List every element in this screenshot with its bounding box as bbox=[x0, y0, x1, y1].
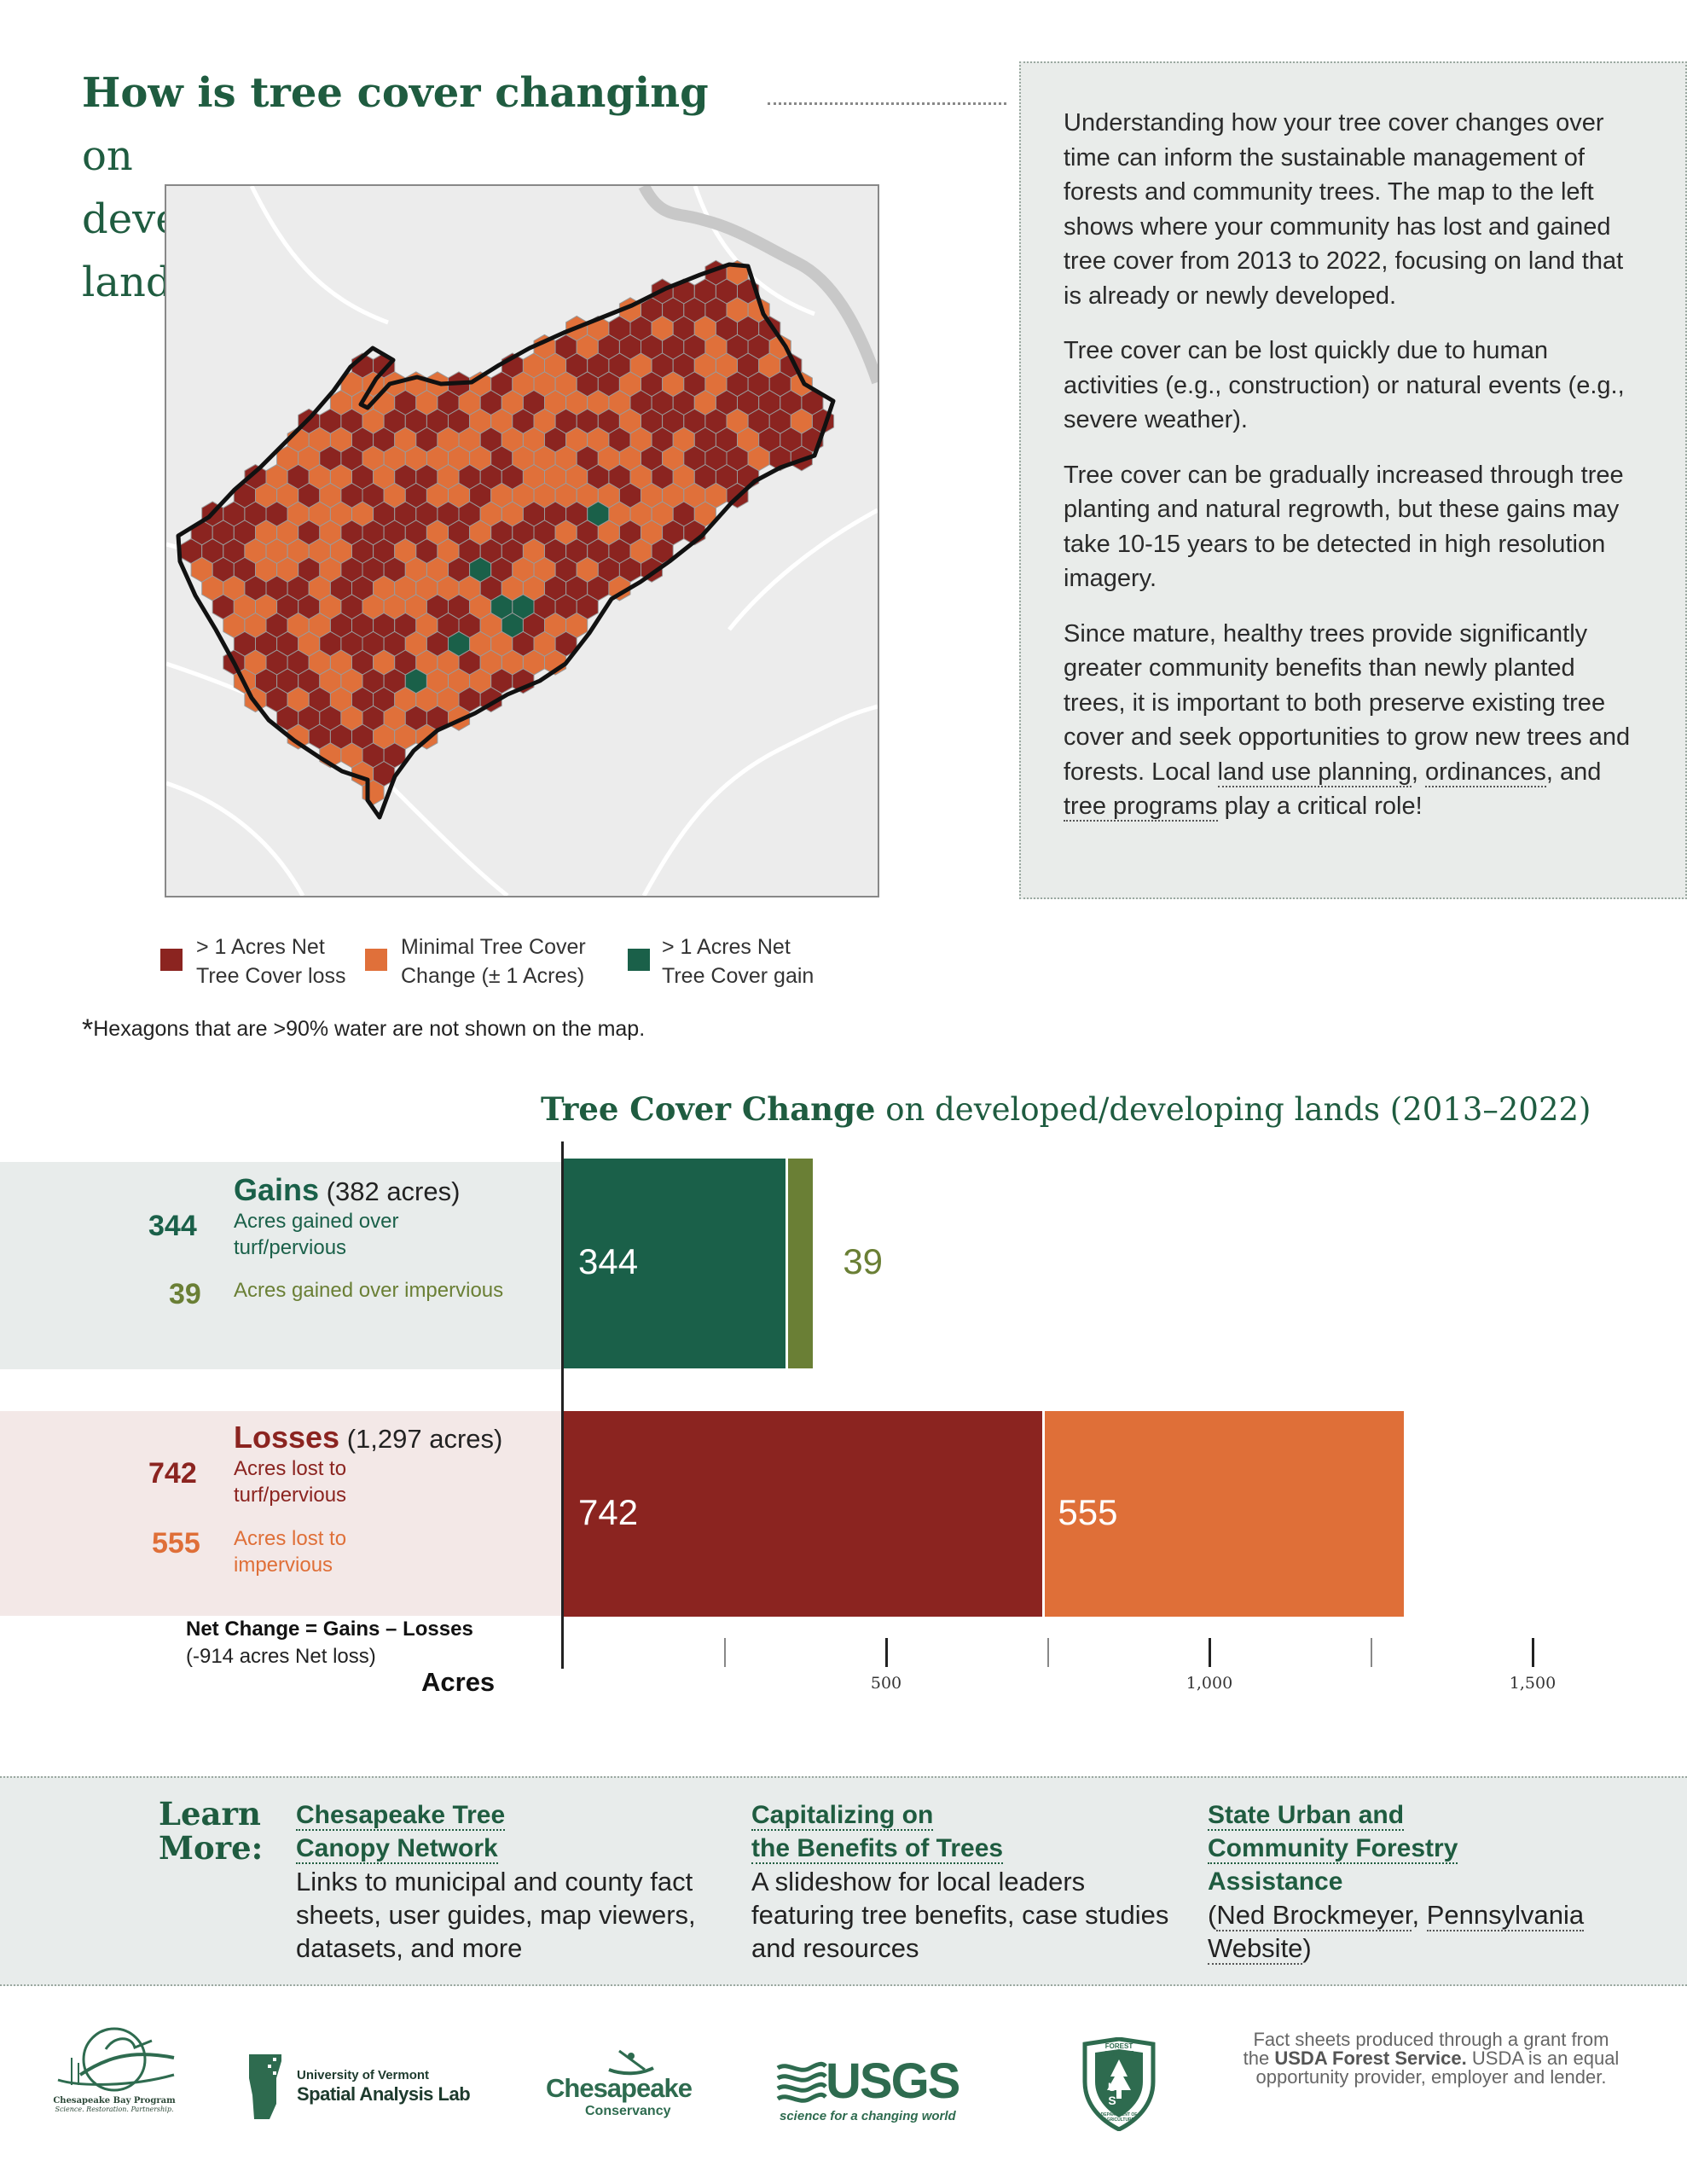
title-leader-line bbox=[768, 102, 1006, 105]
usgs-wave-icon bbox=[776, 2061, 827, 2103]
tree-canopy-network-link[interactable]: Chesapeake Tree Canopy Network bbox=[296, 1801, 506, 1864]
gains-heading: Gains (382 acres) bbox=[234, 1172, 461, 1207]
pennsylvania-link[interactable]: Pennsylvania bbox=[1426, 1900, 1585, 1931]
gains-desc-2: Acres gained over impervious bbox=[234, 1279, 504, 1302]
vermont-state-icon bbox=[249, 2054, 281, 2119]
website-link[interactable]: Website bbox=[1208, 1933, 1303, 1965]
uvm-line2: Spatial Analysis Lab bbox=[297, 2083, 471, 2105]
gains-desc-1: Acres gained over turf/pervious bbox=[234, 1210, 399, 1259]
info-p4-end: play a critical role! bbox=[1217, 793, 1423, 820]
legend-loss-swatch bbox=[160, 949, 183, 971]
losses-heading: Losses (1,297 acres) bbox=[234, 1420, 503, 1455]
legend-gain-swatch bbox=[628, 949, 650, 971]
benefits-of-trees-desc: A slideshow for local leaders featuring … bbox=[751, 1867, 1169, 1963]
hex-layer bbox=[180, 259, 835, 805]
uvm-line1: University of Vermont bbox=[297, 2068, 430, 2082]
usgs-logo: USGS science for a changing world bbox=[776, 2054, 964, 2126]
net-change-title: Net Change = Gains – Losses bbox=[186, 1618, 473, 1641]
losses-desc-1: Acres lost to turf/pervious bbox=[234, 1457, 347, 1507]
uvm-spatial-analysis-lab-logo: University of Vermont Spatial Analysis L… bbox=[247, 2053, 495, 2121]
bar-value-label-1: 39 bbox=[843, 1241, 884, 1281]
tree-cover-hex-map bbox=[165, 184, 879, 897]
kayaker-icon bbox=[608, 2049, 654, 2076]
info-sep-2: , and bbox=[1545, 758, 1602, 786]
title-bold: How is tree cover changing bbox=[82, 69, 709, 117]
hex-map-svg bbox=[166, 186, 878, 896]
chart-title: Tree Cover Change on developed/developin… bbox=[541, 1090, 1591, 1128]
x-tick-label-1000: 1,000 bbox=[1186, 1674, 1233, 1693]
x-axis-label: Acres bbox=[421, 1667, 496, 1697]
info-paragraph-1: Understanding how your tree cover change… bbox=[1064, 109, 1624, 310]
tree-canopy-network-desc: Links to municipal and county fact sheet… bbox=[296, 1867, 696, 1963]
learn-col-tree-canopy-network: Chesapeake Tree Canopy Network Links to m… bbox=[296, 1798, 722, 1965]
losses-desc-2: Acres lost to impervious bbox=[234, 1527, 347, 1577]
cc-line1: Chesapeake bbox=[546, 2073, 693, 2103]
usgs-wordmark: USGS bbox=[826, 2053, 960, 2109]
x-tick-label-1500: 1,500 bbox=[1509, 1674, 1557, 1693]
forest-service-shield-icon bbox=[1082, 2036, 1156, 2132]
gains-value-1: 344 bbox=[148, 1210, 197, 1242]
bar-losses-2 bbox=[563, 1411, 1043, 1617]
water-footnote: *Hexagons that are >90% water are not sh… bbox=[82, 1014, 646, 1046]
losses-value-1: 742 bbox=[148, 1457, 197, 1490]
info-paragraph-3: Tree cover can be gradually increased th… bbox=[1064, 461, 1624, 593]
learn-col-benefits-of-trees: Capitalizing on the Benefits of Trees A s… bbox=[751, 1798, 1186, 1965]
info-paragraph-2: Tree cover can be lost quickly due to hu… bbox=[1064, 337, 1625, 433]
chart-y-axis-line bbox=[561, 1141, 564, 1669]
bar-gains-1 bbox=[785, 1159, 814, 1368]
tree-programs-link[interactable]: tree programs bbox=[1064, 793, 1218, 822]
losses-band bbox=[0, 1411, 563, 1616]
gains-band bbox=[0, 1162, 563, 1369]
cbp-name: Chesapeake Bay Program bbox=[53, 2096, 176, 2106]
ned-brockmeyer-link[interactable]: Ned Brockmeyer bbox=[1216, 1900, 1412, 1931]
forestry-assistance-links: (Ned Brockmeyer, Pennsylvania Website) bbox=[1208, 1900, 1585, 1965]
learn-col-forestry-assistance: State Urban and Community Forestry Assista… bbox=[1208, 1798, 1651, 1965]
x-tick-1000 bbox=[1209, 1638, 1211, 1667]
bar-losses-3 bbox=[1042, 1411, 1405, 1617]
bar-gains-0 bbox=[563, 1159, 786, 1368]
learn-more-heading: Learn More: bbox=[159, 1795, 264, 1867]
info-sep-1: , bbox=[1411, 758, 1426, 786]
fs-top-text: FOREST SERVICE bbox=[1104, 2042, 1134, 2058]
legend-minimal-label: Minimal Tree Cover Change (± 1 Acres) bbox=[401, 935, 586, 988]
funding-disclaimer: Fact sheets produced through a grant fro… bbox=[1243, 2029, 1620, 2088]
x-tick-1250 bbox=[1370, 1638, 1372, 1667]
x-tick-1500 bbox=[1532, 1638, 1534, 1667]
info-p4-start: Since mature, healthy trees provide sign… bbox=[1064, 619, 1631, 786]
x-tick-label-500: 500 bbox=[870, 1674, 902, 1693]
losses-value-2: 555 bbox=[152, 1527, 200, 1560]
x-tick-500 bbox=[885, 1638, 888, 1667]
usgs-tagline: science for a changing world bbox=[780, 2109, 956, 2123]
legend-loss-label: > 1 Acres Net Tree Cover loss bbox=[196, 935, 346, 988]
forest-service-shield-logo: FOREST SERVICE U S DEPARTMENT OF AGRICUL… bbox=[1076, 2036, 1162, 2132]
bar-value-label-2: 742 bbox=[578, 1491, 639, 1532]
legend-gain-label: > 1 Acres Net Tree Cover gain bbox=[662, 935, 815, 988]
info-panel: Understanding how your tree cover change… bbox=[1019, 61, 1687, 899]
fs-mid-text: U S bbox=[1107, 2080, 1131, 2107]
info-paragraph-4: Since mature, healthy trees provide sign… bbox=[1064, 617, 1643, 824]
chesapeake-conservancy-logo: Chesapeake Conservancy bbox=[546, 2048, 699, 2124]
bar-value-label-0: 344 bbox=[578, 1241, 639, 1281]
municipal-boundary bbox=[176, 262, 836, 820]
bar-value-label-3: 555 bbox=[1058, 1491, 1118, 1532]
map-hexagon bbox=[608, 575, 631, 601]
fs-bottom-text: DEPARTMENT OF AGRICULTURE bbox=[1100, 2112, 1138, 2123]
x-tick-250 bbox=[723, 1638, 726, 1667]
benefits-of-trees-link[interactable]: Capitalizing on the Benefits of Trees bbox=[751, 1801, 1004, 1864]
heron-icon bbox=[57, 2027, 175, 2092]
cbp-tagline: Science. Restoration. Partnership. bbox=[55, 2106, 174, 2113]
legend-minimal-swatch bbox=[365, 949, 387, 971]
land-use-planning-link[interactable]: land use planning bbox=[1217, 758, 1412, 787]
gains-value-2: 39 bbox=[169, 1278, 201, 1310]
chesapeake-bay-program-logo: Chesapeake Bay Program Science. Restorat… bbox=[46, 2024, 183, 2117]
forestry-assistance-title: State Urban and Community Forestry Assista… bbox=[1208, 1801, 1458, 1896]
title-rest: on bbox=[82, 132, 133, 180]
net-change-value: (-914 acres Net loss) bbox=[186, 1645, 376, 1668]
cc-line2: Conservancy bbox=[585, 2104, 671, 2118]
ordinances-link[interactable]: ordinances bbox=[1425, 758, 1546, 787]
x-tick-750 bbox=[1046, 1638, 1049, 1667]
learn-more-panel bbox=[0, 1776, 1687, 1986]
basemap-river bbox=[638, 186, 878, 385]
